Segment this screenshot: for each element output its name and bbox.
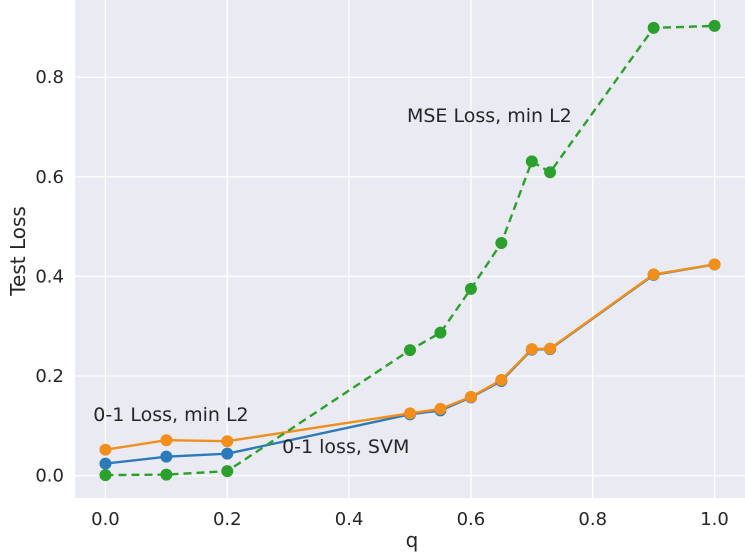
y-tick-label: 0.8	[35, 67, 64, 88]
x-tick-label: 0.2	[213, 509, 242, 530]
y-tick-label: 0.6	[35, 167, 64, 188]
annotation-label: 0-1 loss, SVM	[282, 436, 409, 458]
y-tick-label: 0.2	[35, 366, 64, 387]
series-1-point	[99, 457, 112, 470]
series-1-point	[221, 447, 234, 460]
x-tick-label: 1.0	[700, 509, 729, 530]
series-3-point	[160, 468, 173, 481]
series-2-point	[160, 434, 173, 447]
series-3-point	[525, 155, 538, 168]
series-3-point	[464, 282, 477, 295]
series-3-point	[434, 326, 447, 339]
annotation-label: MSE Loss, min L2	[407, 105, 572, 127]
series-2-point	[708, 258, 721, 271]
series-3-point	[647, 21, 660, 34]
series-3-point	[495, 237, 508, 250]
series-2-point	[495, 373, 508, 386]
series-3-point	[404, 344, 416, 357]
annotation-label: 0-1 Loss, min L2	[93, 404, 248, 426]
series-2-point	[99, 443, 112, 456]
series-annotations: MSE Loss, min L2 0-1 Loss, min L2 0-1 loss…	[93, 105, 571, 458]
x-axis-label: q	[406, 528, 419, 552]
series-2-point	[544, 342, 557, 355]
tick-labels: 0.0 0.2 0.4 0.6 0.8 1.0 0.0 0.2 0.4 0.6 0.8	[35, 67, 729, 530]
series-3-point	[708, 19, 721, 32]
grid-lines	[75, 0, 745, 498]
y-axis-label: Test Loss	[6, 206, 30, 297]
series-2-point	[464, 390, 477, 403]
x-tick-label: 0.0	[91, 509, 120, 530]
series-2-point	[404, 407, 416, 420]
y-tick-label: 0.0	[35, 466, 64, 487]
series-markers	[99, 19, 721, 482]
series-2-point	[525, 343, 538, 356]
x-tick-label: 0.8	[578, 509, 607, 530]
x-tick-label: 0.4	[335, 509, 364, 530]
series-3-point	[544, 166, 557, 179]
series-2-point	[434, 402, 447, 415]
series-3-point	[221, 465, 234, 478]
x-tick-label: 0.6	[457, 509, 486, 530]
y-tick-label: 0.4	[35, 266, 64, 287]
series-1-point	[160, 450, 173, 463]
series-3-point	[99, 469, 112, 482]
series-2-point	[647, 268, 660, 281]
series-2-point	[221, 435, 234, 448]
